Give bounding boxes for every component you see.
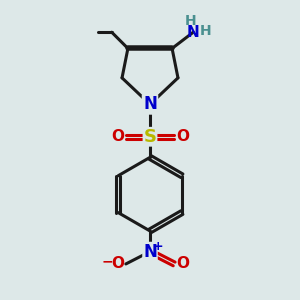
Text: +: + xyxy=(153,240,164,253)
Text: H: H xyxy=(184,14,196,28)
Text: H: H xyxy=(200,24,212,38)
Text: N: N xyxy=(187,25,200,40)
Text: O: O xyxy=(111,256,124,272)
Text: S: S xyxy=(143,128,157,146)
Text: O: O xyxy=(176,129,189,144)
Text: O: O xyxy=(176,256,189,272)
Text: N: N xyxy=(143,95,157,113)
Text: N: N xyxy=(143,243,157,261)
Text: −: − xyxy=(102,254,113,268)
Text: O: O xyxy=(111,129,124,144)
